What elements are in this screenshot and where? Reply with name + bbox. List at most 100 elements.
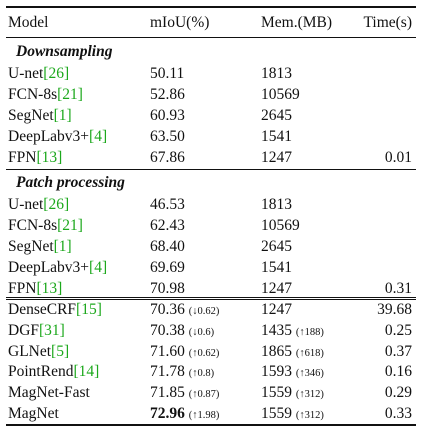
mem-cell: 1593 (↑346) (261, 361, 324, 384)
citation: [26] (43, 65, 70, 82)
table-row: DenseCRF[15] 70.36 (↓0.62) 1247 39.68 (6, 299, 416, 320)
miou-value: 52.86 (150, 86, 185, 103)
mem-delta: (↑312) (295, 410, 324, 421)
citation: [26] (43, 196, 70, 213)
model-name-cell: FCN-8s[21] (8, 84, 83, 105)
miou-cell: 52.86 (150, 84, 185, 105)
table-row: GLNet[5] 71.60 (↑0.62) 1865 (↑618) 0.37 (6, 341, 416, 362)
miou-delta: (↑0.8) (188, 368, 215, 380)
time-value: 0.31 (384, 280, 412, 297)
mem-delta: (↑312) (295, 389, 324, 401)
miou-delta: (↑0.87) (188, 389, 220, 401)
time-value: 0.25 (384, 321, 412, 339)
mem-value: 1813 (261, 196, 292, 213)
miou-cell: 72.96 (↑1.98) (150, 403, 219, 426)
miou-cell: 71.78 (↑0.8) (150, 361, 214, 384)
model-name-cell: DenseCRF[15] (8, 299, 102, 320)
miou-value: 70.38 (150, 321, 185, 339)
mem-value: 2645 (261, 107, 292, 124)
mem-delta: (↑346) (295, 368, 324, 380)
section-rule (6, 169, 416, 170)
miou-value: 71.85 (150, 384, 185, 402)
citation: [31] (39, 321, 65, 339)
time-value: 0.37 (384, 342, 412, 360)
header-mem: Mem.(MB) (261, 14, 333, 31)
model-name-cell: DeepLabv3+[4] (8, 257, 107, 278)
miou-cell: 50.11 (150, 63, 184, 84)
header-model: Model (8, 14, 49, 31)
miou-value: 50.11 (150, 65, 185, 82)
mem-cell: 2645 (261, 236, 292, 257)
model-name-cell: PointRend[14] (8, 361, 99, 382)
citation: [13] (36, 149, 63, 166)
table-row: FPN[13] 70.98 1247 0.31 (6, 278, 416, 299)
model-name-cell: SegNet[1] (8, 105, 72, 126)
time-value: 0.16 (384, 363, 412, 381)
model-name-cell: U-net[26] (8, 194, 69, 215)
model-name-cell: DeepLabv3+[4] (8, 126, 107, 147)
refine-rule-b (6, 299, 416, 300)
mem-value: 1865 (261, 342, 292, 360)
header-miou: mIoU(%) (150, 14, 210, 31)
citation: [13] (36, 280, 63, 297)
mem-cell: 1813 (261, 194, 292, 215)
table-row: U-net[26] 46.53 1813 (6, 194, 416, 215)
top-rule (6, 6, 416, 8)
mem-value: 1813 (261, 65, 292, 82)
model-name: SegNet (8, 107, 54, 124)
miou-value: 67.86 (150, 149, 185, 166)
model-name: U-net (8, 65, 44, 82)
model-name: DenseCRF (8, 301, 77, 318)
citation: [21] (57, 86, 83, 103)
miou-delta: (↓0.6) (188, 326, 215, 338)
model-name: DeepLabv3+ (8, 259, 90, 276)
time-value: 0.33 (384, 405, 412, 422)
miou-value: 63.50 (150, 128, 185, 145)
miou-delta: (↑0.62) (188, 347, 220, 359)
table-row: FCN-8s[21] 62.43 10569 (6, 215, 416, 236)
mem-cell: 1541 (261, 257, 292, 278)
mem-cell: 1559 (↑312) (261, 403, 324, 426)
model-name: GLNet (8, 342, 52, 360)
model-name: MagNet-Fast (8, 384, 90, 402)
table-row: FCN-8s[21] 52.86 10569 (6, 84, 416, 105)
table-row: FPN[13] 67.86 1247 0.01 (6, 147, 416, 168)
model-name: U-net (8, 196, 44, 213)
mem-cell: 1813 (261, 63, 292, 84)
table-row: U-net[26] 50.11 1813 (6, 63, 416, 84)
section-patch: Patch processing (16, 174, 125, 191)
time-value: 0.01 (384, 149, 412, 166)
bottom-rule (6, 424, 416, 426)
model-name: FCN-8s (8, 86, 58, 103)
model-name: FPN (8, 149, 37, 166)
model-name: SegNet (8, 238, 54, 255)
miou-value: 69.69 (150, 259, 185, 276)
citation: [1] (53, 238, 72, 255)
model-name-cell: FPN[13] (8, 278, 62, 299)
time-value: 39.68 (377, 301, 412, 318)
table-row: SegNet[1] 68.40 2645 (6, 236, 416, 257)
model-name: FCN-8s (8, 217, 58, 234)
mem-value: 1593 (261, 363, 292, 381)
table-row: PointRend[14] 71.78 (↑0.8) 1593 (↑346) 0.16 (6, 361, 416, 382)
citation: [1] (53, 107, 72, 124)
mem-cell: 1247 (261, 299, 292, 320)
model-name-cell: SegNet[1] (8, 236, 72, 257)
mem-value: 1247 (261, 280, 292, 297)
mem-value: 1541 (261, 259, 292, 276)
miou-value: 71.60 (150, 342, 185, 360)
mem-value: 1559 (261, 405, 292, 422)
miou-value: 70.36 (150, 301, 185, 318)
model-name-cell: GLNet[5] (8, 341, 69, 362)
miou-cell: 63.50 (150, 126, 185, 147)
mem-value: 10569 (261, 86, 300, 103)
model-name-cell: DGF[31] (8, 320, 65, 341)
mem-cell: 10569 (261, 215, 300, 236)
miou-cell: 67.86 (150, 147, 185, 168)
mem-delta: (↑188) (295, 326, 324, 338)
model-name: DeepLabv3+ (8, 128, 90, 145)
mem-value: 10569 (261, 217, 300, 234)
mem-cell: 1247 (261, 278, 292, 299)
table-row: DGF[31] 70.38 (↓0.6) 1435 (↑188) 0.25 (6, 320, 416, 341)
mem-delta: (↑618) (295, 347, 324, 359)
